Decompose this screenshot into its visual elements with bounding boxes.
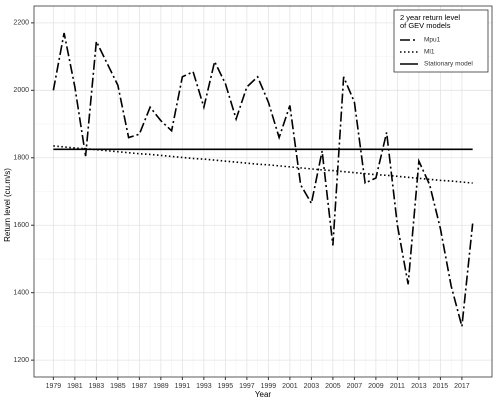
y-axis-title: Return level (cu.m/s) [3, 168, 12, 242]
x-tick-label: 1997 [239, 383, 255, 390]
y-tick-label: 1400 [13, 290, 29, 297]
legend-label: Ml1 [424, 49, 435, 56]
x-tick-label: 1993 [196, 383, 212, 390]
legend-label: Stationary model [424, 61, 473, 68]
x-tick-label: 1985 [110, 383, 126, 390]
line-series [52, 32, 474, 327]
x-tick-label: 1979 [46, 383, 62, 390]
plot-border [33, 5, 493, 378]
x-tick-label: 1983 [89, 383, 105, 390]
legend-box [393, 9, 489, 73]
y-tick-label: 1200 [13, 357, 29, 364]
x-tick-label: 1995 [218, 383, 234, 390]
x-tick-label: 2009 [368, 383, 384, 390]
x-tick-label: 2011 [390, 383, 405, 390]
y-tick-label: 1600 [13, 222, 29, 229]
x-tick-label: 2001 [282, 383, 298, 390]
x-tick-label: 1999 [261, 383, 277, 390]
y-tick-label: 2200 [13, 20, 29, 27]
x-tick-label: 2007 [347, 383, 363, 390]
legend-title: of GEV models [400, 21, 451, 30]
legend-label: Mpu1 [424, 37, 441, 44]
y-tick-label: 1800 [13, 155, 29, 162]
y-tick-label: 2000 [13, 87, 29, 94]
x-tick-label: 1989 [153, 383, 169, 390]
x-tick-label: 1981 [67, 383, 83, 390]
x-tick-label: 2003 [304, 383, 320, 390]
x-tick-label: 2017 [454, 383, 470, 390]
x-tick-label: 2015 [433, 383, 449, 390]
legend-title: 2 year return level [400, 13, 460, 22]
x-tick-label: 2013 [411, 383, 427, 390]
x-tick-label: 1987 [132, 383, 148, 390]
x-axis-title: Year [255, 390, 272, 399]
x-tick-label: 1991 [175, 383, 191, 390]
x-tick-label: 2005 [325, 383, 341, 390]
